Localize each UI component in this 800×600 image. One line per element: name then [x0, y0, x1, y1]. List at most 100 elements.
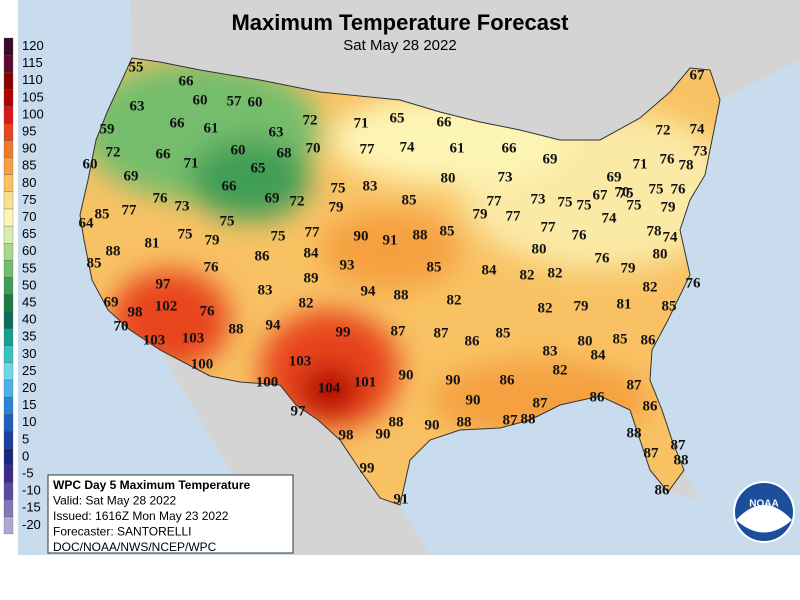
temperature-label: 90	[399, 367, 414, 383]
legend-label: 30	[22, 346, 36, 361]
legend-swatch	[3, 260, 14, 278]
temperature-label: 85	[613, 331, 628, 347]
temperature-label: 65	[390, 110, 405, 126]
legend-label: 60	[22, 243, 36, 258]
temperature-label: 83	[258, 282, 273, 298]
temperature-label: 66	[222, 178, 238, 194]
temperature-label: 63	[269, 124, 284, 140]
temperature-label: 69	[543, 151, 558, 167]
field-cold	[190, 140, 310, 220]
temperature-label: 75	[577, 197, 592, 213]
legend-swatch	[3, 225, 14, 244]
info-line: Issued: 1616Z Mon May 23 2022	[53, 509, 229, 523]
temperature-label: 64	[79, 215, 95, 231]
legend-swatch	[3, 174, 14, 193]
temperature-label: 61	[204, 120, 219, 136]
legend-label: -20	[22, 517, 41, 532]
temperature-label: 103	[182, 330, 205, 346]
temperature-label: 77	[122, 202, 138, 218]
temperature-label: 82	[520, 267, 535, 283]
legend-label: 0	[22, 448, 29, 463]
temperature-label: 88	[627, 425, 642, 441]
legend-label: 105	[22, 89, 44, 104]
temperature-label: 66	[179, 73, 195, 89]
temperature-label: 87	[391, 323, 407, 339]
legend-label: 15	[22, 397, 36, 412]
temperature-label: 60	[193, 92, 208, 108]
temperature-label: 90	[466, 392, 481, 408]
legend-label: 80	[22, 175, 36, 190]
temperature-label: 79	[205, 232, 220, 248]
temperature-label: 73	[498, 169, 513, 185]
temperature-label: 74	[400, 139, 416, 155]
legend-swatch	[3, 362, 14, 381]
field-hottest	[300, 365, 360, 415]
legend-swatch	[3, 311, 14, 329]
temperature-label: 69	[607, 169, 622, 185]
temperature-label: 76	[153, 190, 169, 206]
temperature-label: 94	[266, 317, 282, 333]
temperature-label: 91	[383, 232, 398, 248]
info-box	[47, 474, 294, 554]
temperature-label: 75	[220, 213, 235, 229]
temperature-label: 104	[318, 380, 341, 396]
temperature-label: 97	[291, 403, 307, 419]
map-title: Maximum Temperature Forecast	[231, 10, 569, 35]
temperature-label: 80	[441, 170, 456, 186]
temperature-label: 74	[663, 229, 679, 245]
temperature-label: 72	[106, 144, 121, 160]
legend-label: 10	[22, 414, 36, 429]
temperature-label: 73	[531, 191, 546, 207]
temperature-label: 83	[363, 178, 378, 194]
temperature-label: 66	[437, 114, 453, 130]
noaa-logo-wave	[736, 505, 792, 533]
info-line: Valid: Sat May 28 2022	[53, 494, 177, 508]
temperature-label: 82	[299, 295, 314, 311]
legend-swatch	[3, 414, 14, 432]
temperature-label: 69	[124, 168, 139, 184]
temperature-label: 101	[354, 374, 377, 390]
temperature-label: 75	[619, 185, 634, 201]
legend-label: 110	[22, 72, 43, 87]
legend-label: 100	[22, 106, 44, 121]
temperature-label: 78	[679, 157, 694, 173]
temperature-label: 98	[339, 427, 354, 443]
temperature-label: 80	[532, 241, 547, 257]
temperature-label: 82	[553, 362, 568, 378]
legend-swatch	[3, 37, 14, 56]
legend-swatch	[3, 328, 14, 346]
temperature-label: 90	[354, 228, 369, 244]
temperature-label: 79	[621, 260, 636, 276]
legend-label: 65	[22, 226, 36, 241]
temperature-label: 65	[251, 160, 266, 176]
temperature-label: 69	[104, 294, 119, 310]
temperature-label: 79	[661, 199, 676, 215]
temperature-label: 66	[170, 115, 186, 131]
temperature-label: 78	[647, 223, 662, 239]
temperature-label: 99	[360, 460, 375, 476]
temperature-label: 85	[427, 259, 442, 275]
info-line: DOC/NOAA/NWS/NCEP/WPC	[53, 540, 217, 554]
info-text: WPC Day 5 Maximum Temperature Valid: Sat …	[53, 478, 250, 554]
temperature-label: 75	[271, 228, 286, 244]
legend-swatch	[3, 106, 14, 124]
temperature-label: 67	[593, 187, 609, 203]
legend-label: 50	[22, 277, 36, 292]
legend-label: 55	[22, 260, 36, 275]
temperature-label: 70	[615, 184, 630, 200]
temperature-label: 70	[306, 140, 321, 156]
temperature-label: 98	[128, 304, 143, 320]
temperature-label: 59	[100, 121, 115, 137]
gulf-ocean	[400, 396, 800, 555]
legend-label: 45	[22, 294, 36, 309]
temperature-label: 91	[394, 491, 409, 507]
temperature-label: 75	[178, 226, 193, 242]
legend-label: 120	[22, 38, 44, 53]
field-warm	[320, 210, 460, 290]
legend-swatch	[3, 448, 14, 466]
legend-swatch	[3, 345, 14, 364]
temperature-label: 71	[633, 156, 648, 172]
legend-swatch	[3, 482, 14, 500]
temperature-label: 97	[156, 276, 172, 292]
